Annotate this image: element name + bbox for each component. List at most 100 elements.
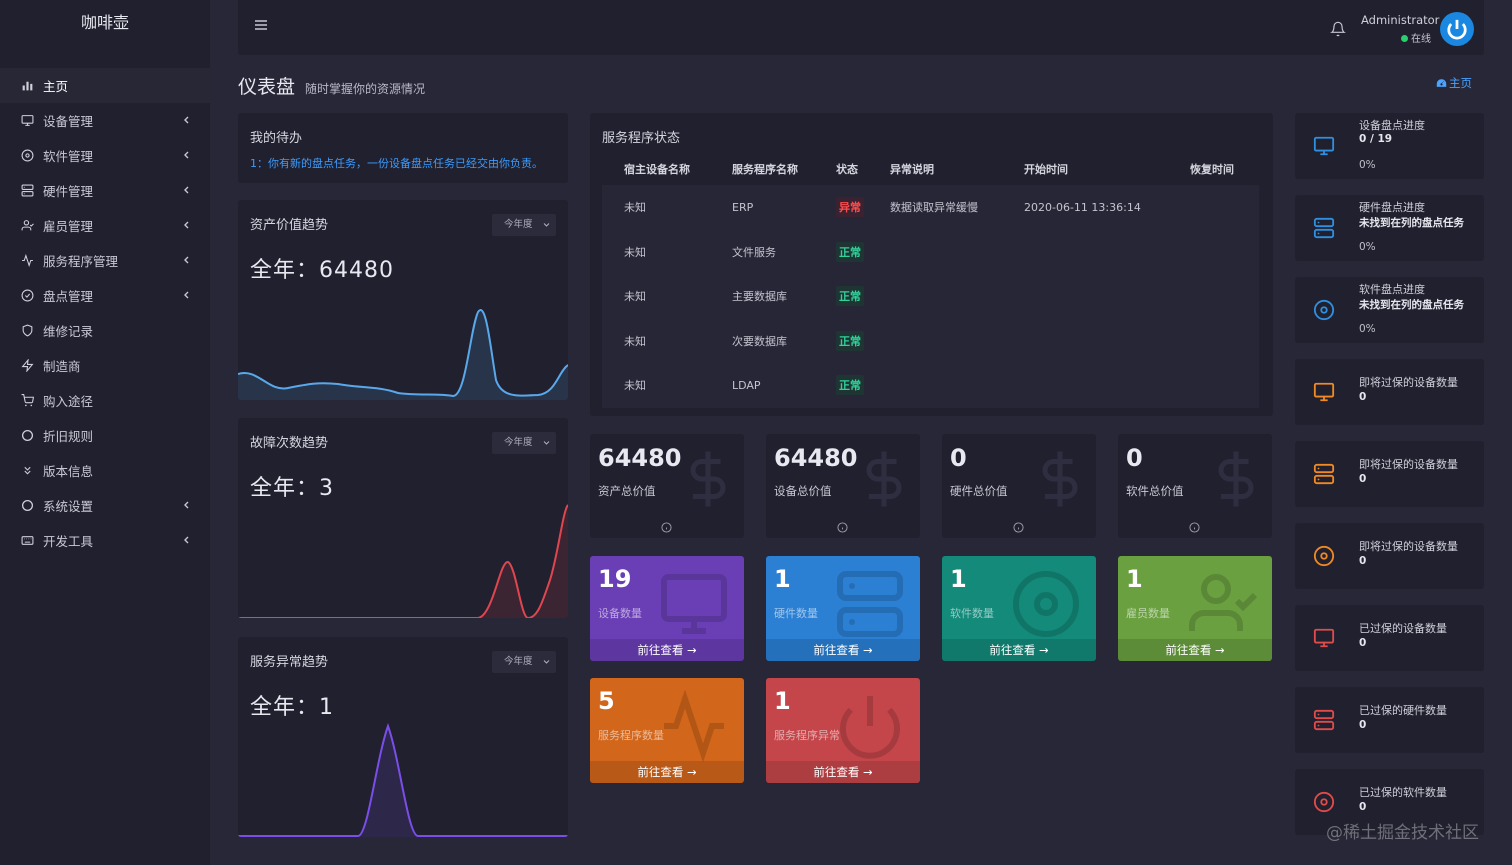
status-badge: 正常 xyxy=(836,330,864,351)
todo-item[interactable]: 1：你有新的盘点任务，一份设备盘点任务已经交由你负责。 xyxy=(250,157,543,170)
period-select[interactable]: 今年度 xyxy=(492,214,556,236)
table-row[interactable]: 未知 文件服务 正常 xyxy=(602,230,1259,275)
sidebar-item-8[interactable]: 制造商 xyxy=(0,348,210,383)
bell-icon[interactable] xyxy=(1330,20,1346,38)
avatar[interactable] xyxy=(1440,12,1474,46)
sidebar-item-icon-wrap xyxy=(20,324,34,338)
disc-icon xyxy=(1313,545,1335,567)
view-more-label: 前往查看 xyxy=(813,643,860,657)
sidebar-item-10[interactable]: 折旧规则 xyxy=(0,418,210,453)
table-row[interactable]: 未知 LDAP 正常 xyxy=(602,363,1259,408)
view-more-link[interactable]: 前往查看 → xyxy=(942,639,1096,661)
sidebar-item-icon-wrap xyxy=(20,184,34,198)
table-row[interactable]: 未知 主要数据库 正常 xyxy=(602,274,1259,319)
service-name-cell: ERP xyxy=(732,200,754,214)
status-badge: 正常 xyxy=(836,375,864,396)
user-status: 在线 xyxy=(1401,30,1431,45)
service-name-cell: 次要数据库 xyxy=(732,334,787,348)
info-icon[interactable] xyxy=(1013,522,1024,533)
circle-icon xyxy=(21,429,34,442)
stat-value: 0 xyxy=(1359,555,1367,567)
dollar-icon xyxy=(854,444,914,514)
period-select-value: 今年度 xyxy=(504,656,533,667)
stat-value: 0 xyxy=(1359,637,1367,649)
breadcrumb[interactable]: 主页 xyxy=(1436,75,1472,91)
stat-card: 已过保的硬件数量 0 xyxy=(1295,687,1484,753)
count-number: 1 xyxy=(950,565,967,593)
view-more-label: 前往查看 xyxy=(813,765,860,779)
sidebar-item-0[interactable]: 主页 xyxy=(0,68,210,103)
value-label: 硬件总价值 xyxy=(950,484,1008,498)
trend-card: 资产价值趋势 今年度 全年：64480 xyxy=(238,200,568,400)
status-cell: 异常 xyxy=(814,185,868,230)
sidebar-item-icon-wrap xyxy=(20,114,34,128)
sidebar-item-7[interactable]: 维修记录 xyxy=(0,313,210,348)
view-more-link[interactable]: 前往查看 → xyxy=(590,761,744,783)
column-header: 状态 xyxy=(814,153,868,185)
activity-icon xyxy=(21,254,34,267)
sidebar-item-13[interactable]: 开发工具 xyxy=(0,523,210,558)
sidebar-item-6[interactable]: 盘点管理 xyxy=(0,278,210,313)
watermark: @稀土掘金技术社区 xyxy=(1326,823,1479,843)
table-row[interactable]: 未知 ERP 异常 数据读取异常缓慢 2020-06-11 13:36:14 xyxy=(602,185,1259,230)
dollar-icon xyxy=(678,444,738,514)
sidebar-item-9[interactable]: 购入途径 xyxy=(0,383,210,418)
start-time-cell xyxy=(1002,230,1168,275)
end-time-cell xyxy=(1168,185,1259,230)
breadcrumb-home[interactable]: 主页 xyxy=(1449,76,1472,90)
trend-sparkline xyxy=(238,722,568,837)
count-label: 雇员数量 xyxy=(1126,607,1170,620)
count-card: 1 雇员数量 前往查看 → xyxy=(1118,556,1272,661)
arrow-right-icon: → xyxy=(863,765,873,779)
sidebar-item-4[interactable]: 雇员管理 xyxy=(0,208,210,243)
sidebar-item-label: 服务程序管理 xyxy=(43,254,119,269)
value-number: 64480 xyxy=(774,444,858,472)
sidebar-item-label: 系统设置 xyxy=(43,499,94,514)
stat-title: 设备盘点进度 xyxy=(1359,119,1425,132)
view-more-link[interactable]: 前往查看 → xyxy=(766,761,920,783)
menu-toggle-icon[interactable] xyxy=(254,18,268,32)
sidebar-item-1[interactable]: 设备管理 xyxy=(0,103,210,138)
stat-card: 已过保的软件数量 0 xyxy=(1295,769,1484,835)
host-cell: 未知 xyxy=(624,334,646,348)
info-icon[interactable] xyxy=(661,522,672,533)
count-label: 硬件数量 xyxy=(774,607,818,620)
stat-value: 0 xyxy=(1359,391,1367,403)
note-cell xyxy=(868,319,1002,364)
sidebar-item-11[interactable]: 版本信息 xyxy=(0,453,210,488)
chevron-down-icon xyxy=(543,441,550,445)
table-row[interactable]: 未知 次要数据库 正常 xyxy=(602,319,1259,364)
info-icon[interactable] xyxy=(837,522,848,533)
sidebar-item-2[interactable]: 软件管理 xyxy=(0,138,210,173)
dashboard-icon xyxy=(1436,78,1447,88)
user-name[interactable]: Administrator xyxy=(1361,13,1440,27)
column-header: 开始时间 xyxy=(1002,153,1168,185)
bolt-icon xyxy=(21,359,34,372)
arrow-right-icon: → xyxy=(687,643,697,657)
service-status-card: 服务程序状态 宿主设备名称 服务程序名称 状态 异常说明 开始时间 恢复时间 未知 ERP… xyxy=(590,113,1273,416)
view-more-link[interactable]: 前往查看 → xyxy=(1118,639,1272,661)
sidebar-item-label: 折旧规则 xyxy=(43,429,94,444)
view-more-link[interactable]: 前往查看 → xyxy=(766,639,920,661)
sidebar-item-5[interactable]: 服务程序管理 xyxy=(0,243,210,278)
brand-title[interactable]: 咖啡壶 xyxy=(80,13,129,32)
value-card: 0 软件总价值 xyxy=(1118,434,1272,538)
todo-title: 我的待办 xyxy=(250,131,303,146)
trend-total: 全年：64480 xyxy=(250,258,394,283)
trend-sparkline xyxy=(238,504,568,618)
end-time-cell xyxy=(1168,363,1259,408)
period-select[interactable]: 今年度 xyxy=(492,651,556,673)
trend-title: 故障次数趋势 xyxy=(250,436,329,451)
host-cell: 未知 xyxy=(624,290,646,304)
sidebar-item-icon-wrap xyxy=(20,499,34,513)
info-icon[interactable] xyxy=(1189,522,1200,533)
column-header: 恢复时间 xyxy=(1168,153,1259,185)
stat-percent: 0% xyxy=(1359,241,1376,253)
sidebar-item-3[interactable]: 硬件管理 xyxy=(0,173,210,208)
sidebar-item-icon-wrap xyxy=(20,359,34,373)
period-select[interactable]: 今年度 xyxy=(492,432,556,454)
sidebar-item-label: 维修记录 xyxy=(43,324,94,339)
stat-value: 0 xyxy=(1359,801,1367,813)
view-more-link[interactable]: 前往查看 → xyxy=(590,639,744,661)
sidebar-item-12[interactable]: 系统设置 xyxy=(0,488,210,523)
